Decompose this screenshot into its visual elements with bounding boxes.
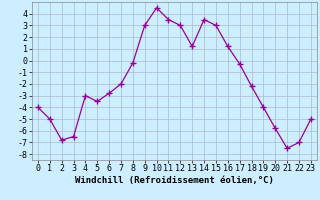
X-axis label: Windchill (Refroidissement éolien,°C): Windchill (Refroidissement éolien,°C) bbox=[75, 176, 274, 185]
